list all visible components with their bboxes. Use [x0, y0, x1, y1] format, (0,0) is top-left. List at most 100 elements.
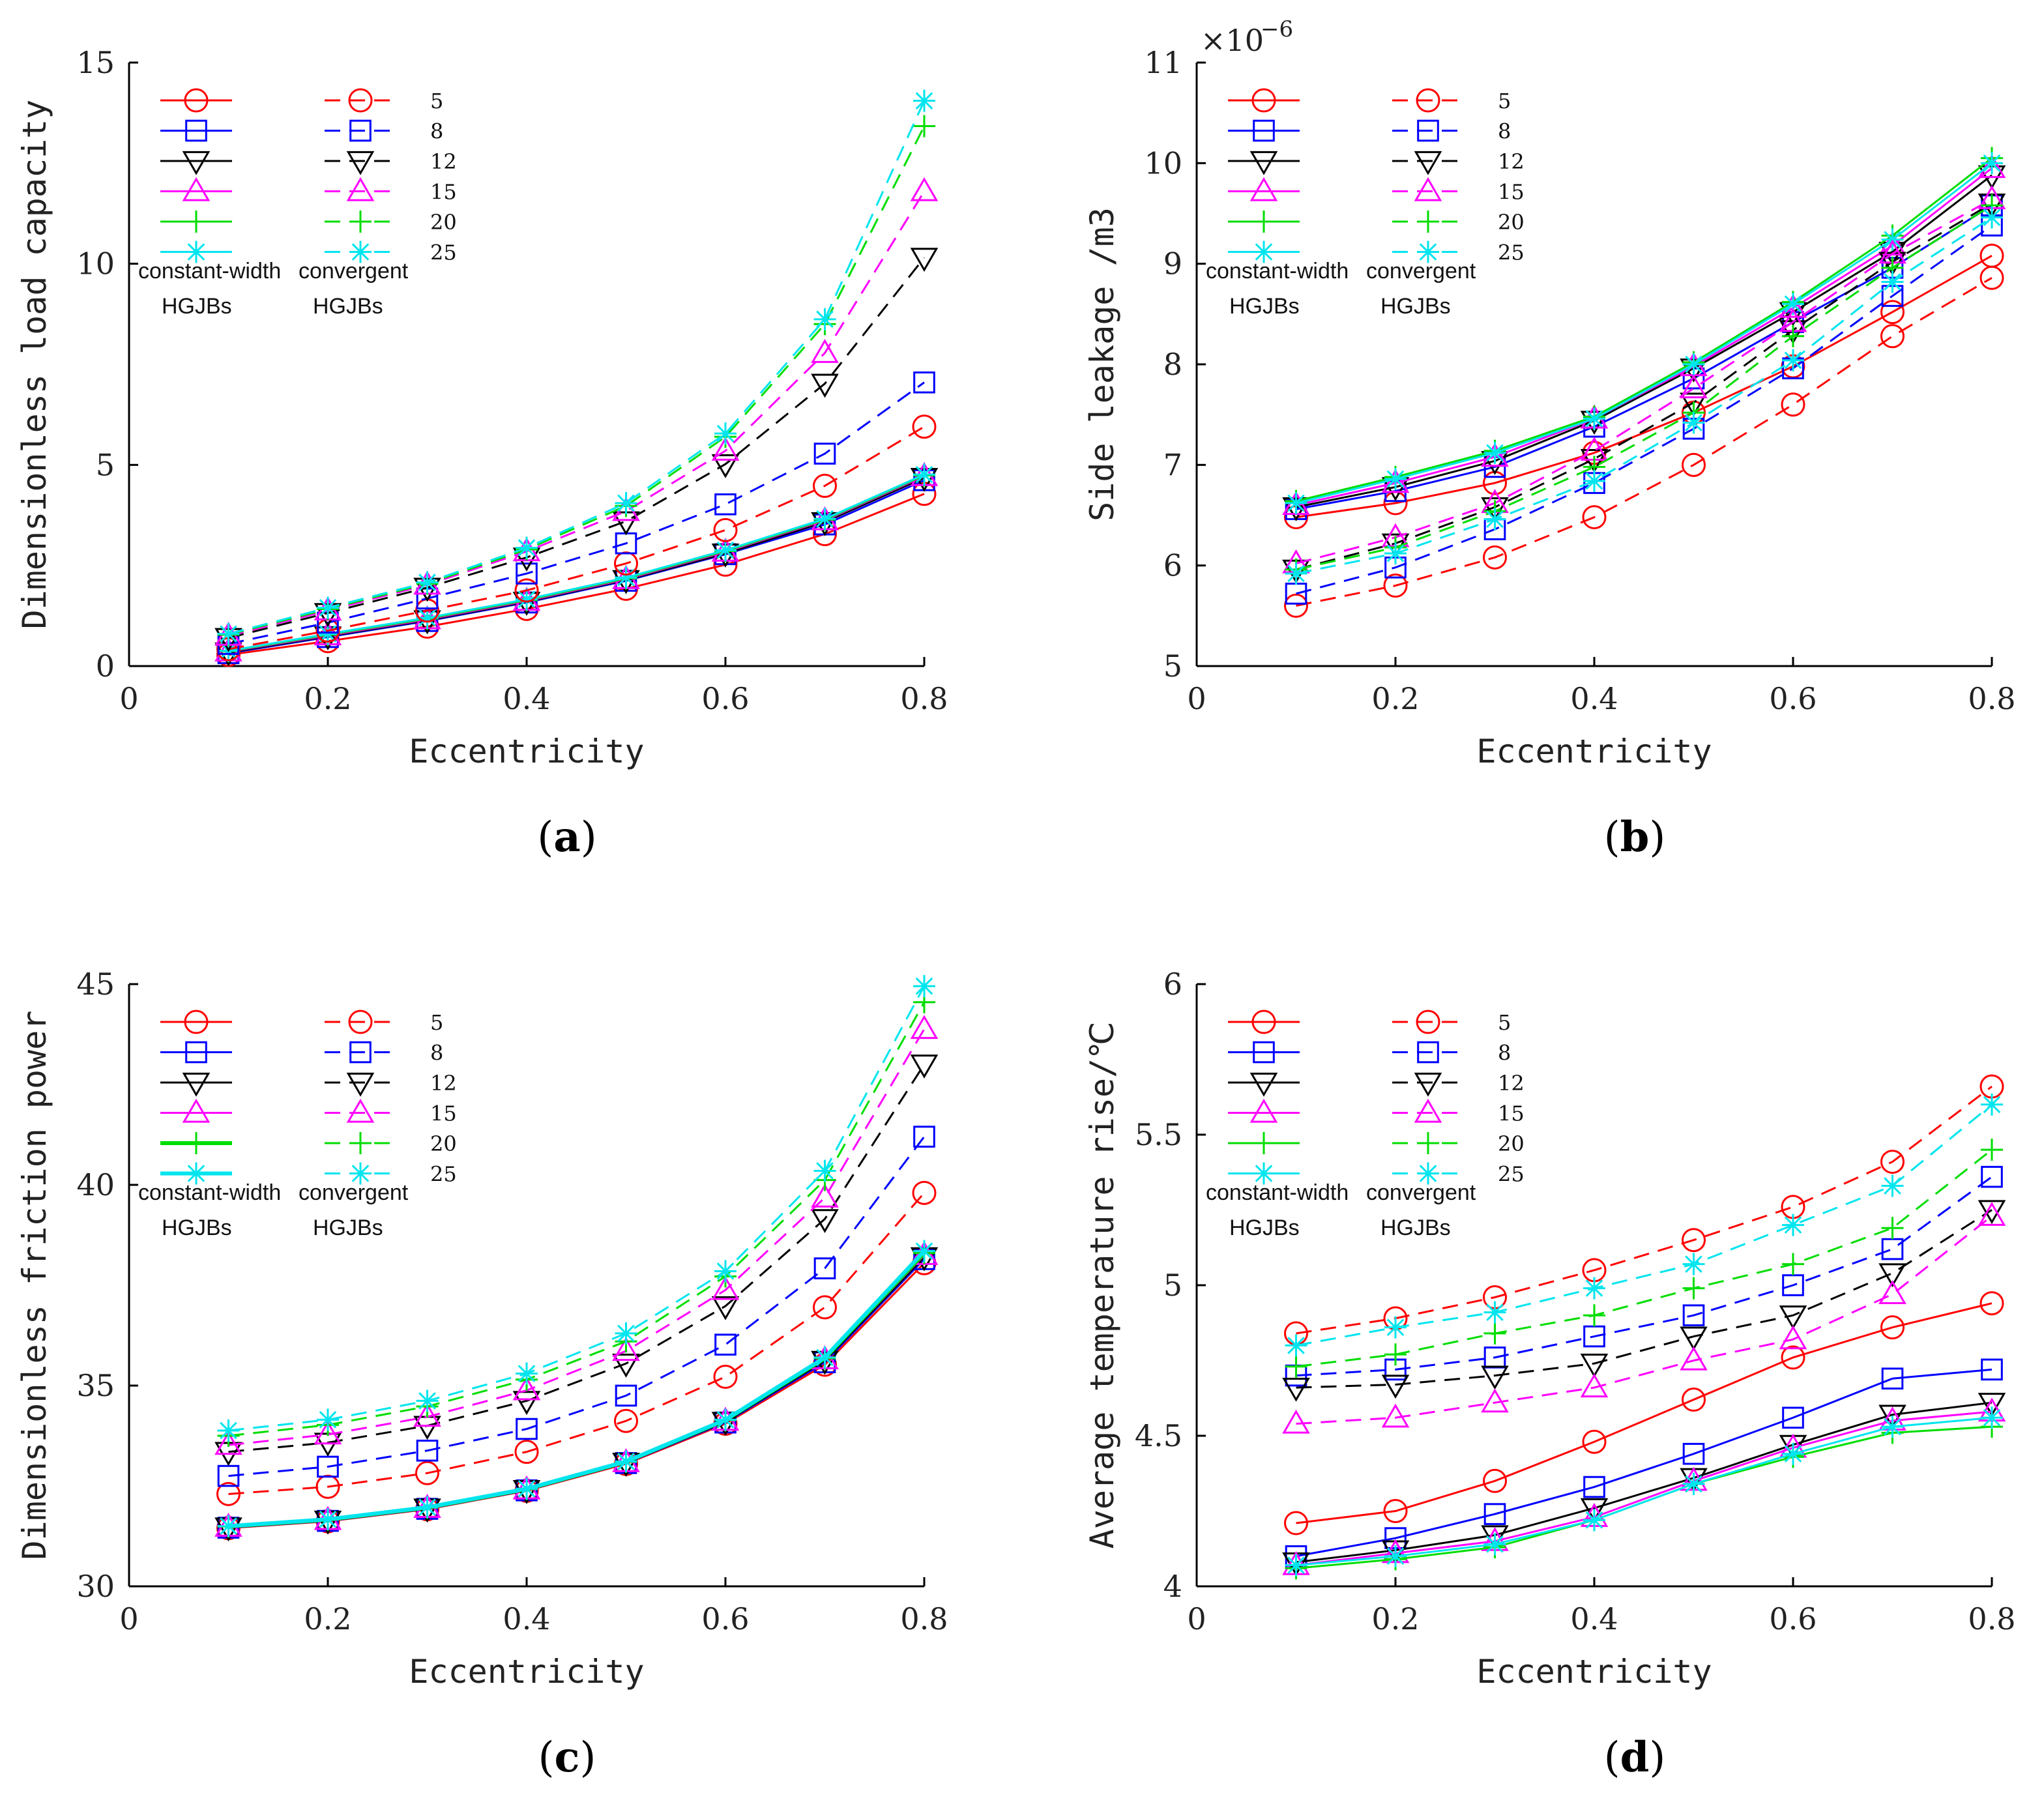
x-tick-label: 0	[119, 1601, 138, 1637]
legend-marker-dashed	[349, 240, 372, 263]
series-line	[1296, 162, 1993, 504]
data-point	[1978, 1393, 2006, 1417]
data-point	[1282, 1377, 1310, 1402]
series-line	[1296, 167, 1993, 506]
data-point	[1682, 1388, 1706, 1412]
axis-multiplier: ×10	[1201, 23, 1264, 58]
panel-letter: c	[555, 1733, 580, 1782]
data-point	[714, 493, 737, 516]
series-solid-8	[217, 1248, 935, 1539]
data-point	[1583, 1325, 1605, 1348]
legend-label: 5	[1498, 1010, 1511, 1035]
panel-letter: a	[553, 813, 580, 862]
data-point	[711, 454, 740, 478]
x-tick-label: 0	[119, 681, 138, 716]
data-point	[910, 177, 939, 201]
data-point	[1779, 1325, 1807, 1350]
data-point	[416, 571, 439, 594]
series-solid-8	[1285, 1358, 2003, 1567]
data-point	[612, 1354, 640, 1378]
series-line	[1296, 1148, 1993, 1368]
legend-solid-caption: constant-width	[1206, 1180, 1349, 1205]
legend-label: 25	[1498, 240, 1525, 265]
data-point	[1282, 1409, 1310, 1434]
y-tick-label: 5	[1163, 648, 1182, 684]
legend: 5 8 12 15 20 25 constant-width HGJBs convergent H…	[138, 88, 457, 319]
data-point	[1978, 154, 2006, 179]
data-point	[317, 1508, 339, 1531]
data-point	[317, 1408, 339, 1431]
data-point	[1782, 1406, 1804, 1429]
data-point	[214, 1431, 242, 1455]
data-point	[1782, 1274, 1804, 1296]
data-point	[1782, 1253, 1804, 1275]
data-point	[1284, 593, 1308, 618]
series-dashed-5	[216, 1180, 937, 1506]
panel-paren-open: (	[1604, 1734, 1620, 1782]
x-tick-label: 0.2	[304, 1601, 351, 1637]
data-point	[514, 1440, 539, 1464]
data-point	[1881, 1367, 1904, 1390]
legend-marker-dashed	[1417, 1132, 1439, 1154]
data-point	[1981, 1093, 2003, 1116]
data-point	[1682, 1442, 1705, 1465]
legend-marker-dashed	[346, 1098, 375, 1123]
data-point	[512, 1376, 541, 1401]
x-tick-label: 0.4	[1570, 681, 1618, 716]
legend-label: 15	[430, 1101, 457, 1126]
series-dashed-8	[217, 1126, 935, 1487]
data-point	[1981, 206, 2003, 229]
data-point	[1381, 1403, 1410, 1428]
data-point	[811, 1209, 839, 1234]
series-line	[228, 1001, 926, 1437]
data-point	[1483, 545, 1507, 570]
data-point	[813, 473, 837, 498]
legend-marker-solid	[1249, 151, 1278, 175]
data-point	[615, 491, 637, 514]
y-tick-label: 5	[1163, 1268, 1182, 1303]
data-point	[813, 1346, 836, 1369]
x-tick-label: 0.8	[900, 681, 948, 716]
data-point	[711, 1275, 740, 1300]
legend-marker-solid	[182, 1098, 211, 1123]
legend-marker-dashed	[349, 211, 372, 233]
data-point	[1878, 1280, 1906, 1304]
data-point	[1583, 1277, 1605, 1300]
data-point	[416, 1496, 439, 1519]
data-point	[1481, 497, 1509, 521]
legend-label: 20	[1498, 210, 1525, 235]
data-point	[1782, 349, 1804, 371]
data-point	[910, 1015, 939, 1040]
series-solid-5	[1284, 1291, 2004, 1535]
series-line	[228, 100, 926, 635]
series-dashed-25	[1285, 1093, 2003, 1357]
panel-paren-close: )	[1649, 813, 1665, 862]
series-solid-12	[214, 1247, 939, 1542]
data-point	[711, 1296, 740, 1320]
y-axis-label: Dimensionless load capacity	[16, 100, 53, 630]
legend-marker-dashed	[349, 1132, 372, 1154]
series-solid-5	[216, 1251, 937, 1541]
y-tick-label: 4	[1163, 1569, 1182, 1604]
legend-marker-solid	[1251, 88, 1276, 113]
legend-dashed-caption: convergent	[299, 1180, 409, 1205]
data-point	[813, 508, 836, 531]
y-tick-label: 10	[76, 246, 115, 282]
y-tick-label: 7	[1163, 447, 1182, 482]
panel-letter: d	[1620, 1733, 1650, 1782]
panel-label: (a)	[537, 813, 596, 862]
legend-label: 25	[1498, 1162, 1525, 1187]
data-point	[1680, 392, 1708, 417]
series-line	[1296, 1368, 1993, 1558]
legend-marker-dashed	[349, 1041, 372, 1064]
series-line	[1296, 198, 1993, 565]
data-point	[1881, 270, 1904, 293]
data-point	[1580, 1354, 1609, 1378]
legend-marker-dashed	[346, 151, 375, 175]
data-point	[714, 1260, 737, 1283]
series-line	[228, 1136, 926, 1477]
data-point	[516, 562, 538, 585]
legend-marker-dashed	[1416, 1010, 1440, 1034]
legend-label: 8	[1498, 119, 1511, 144]
x-axis-label: Eccentricity	[409, 1653, 644, 1691]
